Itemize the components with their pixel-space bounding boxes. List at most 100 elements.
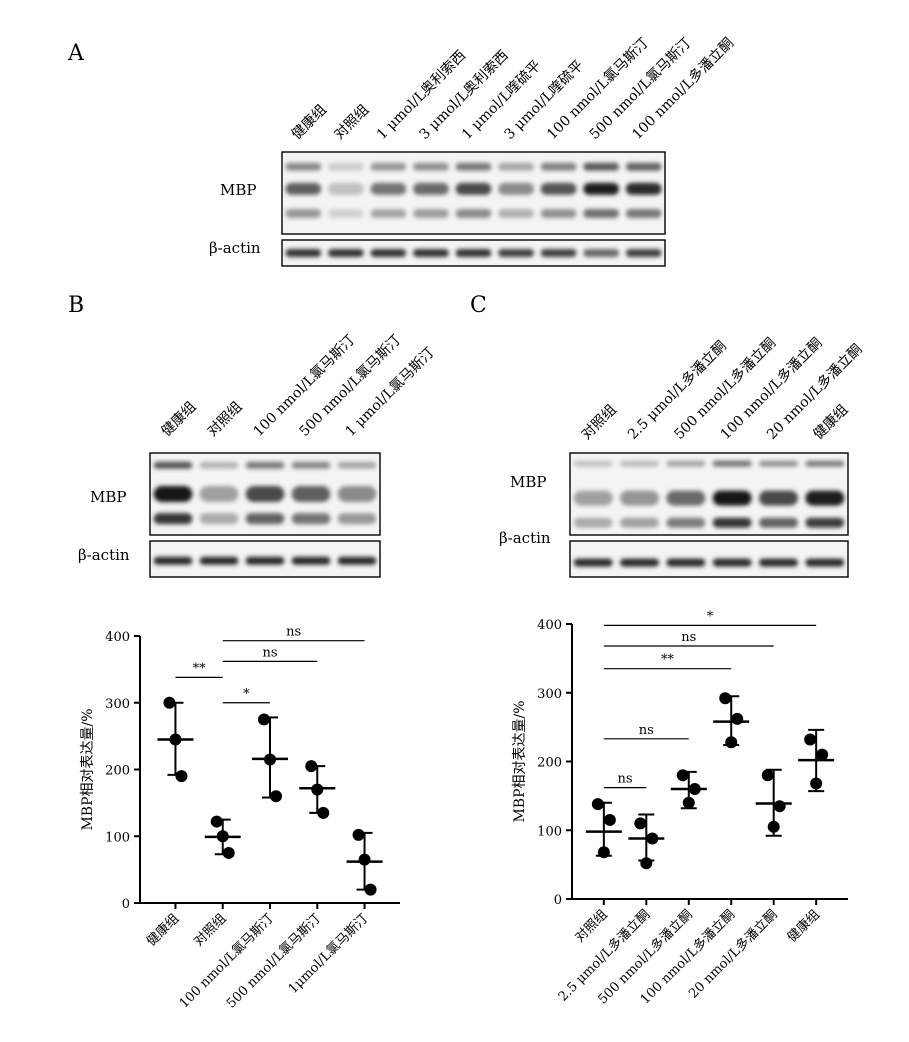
- panel-a-lane-label: 对照组: [331, 102, 372, 143]
- panel-c-letter: C: [470, 293, 487, 318]
- panel-c-actin-blot-band: [712, 558, 752, 567]
- panel-b-mbp-blot-band: [199, 461, 239, 469]
- panel-c-mbp-blot-band: [805, 490, 845, 506]
- panel-a-letter: A: [67, 41, 85, 66]
- panel-b-chart-data-point: [270, 790, 282, 803]
- panel-a-mbp-blot-band: [498, 182, 534, 195]
- panel-a-mbp-blot-band: [540, 162, 577, 171]
- panel-b-mbp-blot-band: [337, 461, 377, 469]
- panel-c-chart-data-point: [731, 712, 744, 725]
- panel-b-chart-y-axis-title: MBP相对表达量/%: [80, 708, 96, 830]
- panel-b-chart-y-tick-label: 0: [122, 897, 130, 912]
- panel-b-mbp-blot-band: [153, 486, 193, 502]
- panel-c-mbp-blot-band: [712, 490, 752, 506]
- panel-c-chart-data-point: [725, 736, 738, 749]
- panel-a-mbp-blot-band: [625, 162, 662, 171]
- panel-a-actin-blot-band: [455, 249, 492, 257]
- panel-a-mbp-blot-band: [285, 162, 322, 171]
- panel-a-mbp-blot-band: [413, 162, 449, 171]
- panel-c-chart-sig-label: ns: [681, 630, 696, 645]
- panel-c-chart-data-point: [603, 813, 616, 826]
- panel-a-lane-label: 健康组: [288, 101, 330, 143]
- panel-a-mbp-blot-band: [370, 162, 407, 171]
- panel-c-actin-blot-band: [759, 558, 798, 567]
- panel-b-chart-y-tick-label: 300: [105, 697, 130, 712]
- panel-c-mbp-blot-band: [573, 460, 613, 467]
- panel-c-chart-data-point: [688, 783, 701, 795]
- panel-b-actin-blot-band: [153, 556, 193, 565]
- panel-a-mbp-blot-band: [455, 209, 492, 218]
- panel-a-actin-blot-band: [583, 249, 620, 257]
- panel-b-chart-data-point: [305, 760, 318, 773]
- panel-b-mbp-blot-band: [199, 513, 239, 525]
- panel-b-chart-data-point: [175, 770, 188, 783]
- panel-b-mbp-label: MBP: [90, 488, 126, 506]
- panel-c-mbp-blot-band: [620, 460, 659, 467]
- panel-c-chart-y-tick-label: 100: [537, 824, 562, 839]
- panel-c-chart-data-point: [676, 769, 689, 782]
- panel-c-chart-data-point: [767, 820, 780, 833]
- panel-b-actin-blot-band: [337, 556, 377, 565]
- panel-a-mbp-blot-band: [285, 182, 322, 195]
- panel-b-mbp-blot-band: [337, 513, 377, 525]
- panel-c-chart-sig-label: ns: [639, 723, 654, 738]
- panel-a-mbp-label: MBP: [220, 181, 256, 199]
- panel-c-mbp-blot-band: [620, 490, 659, 506]
- panel-b-mbp-blot-band: [337, 486, 377, 502]
- panel-b-chart-sig-label: ns: [286, 625, 301, 640]
- panel-a-mbp-blot-band: [327, 209, 364, 218]
- panel-b-chart-sig-label: *: [243, 687, 250, 702]
- panel-b-lane-label: 健康组: [158, 398, 200, 440]
- panel-a-mbp-blot-band: [540, 209, 577, 218]
- panel-c-chart-sig-label: ns: [618, 772, 633, 787]
- panel-b-chart-x-tick-label: 100 nmol/L氯马斯汀: [177, 911, 277, 1011]
- panel-c-chart-data-point: [597, 846, 610, 859]
- panel-a-mbp-blot-band: [370, 182, 407, 195]
- panel-b-chart-data-point: [352, 828, 365, 841]
- panel-b-mbp-blot-band: [245, 513, 285, 525]
- panel-c-mbp-blot-band: [759, 517, 798, 528]
- panel-b-actin-blot-band: [199, 556, 239, 565]
- panel-b-chart-data-point: [169, 733, 182, 746]
- panel-a-actin-blot-band: [498, 249, 534, 257]
- panel-c-mbp-blot-frame: [569, 452, 849, 536]
- panel-c-chart-data-point: [682, 796, 695, 809]
- panel-b-chart-data-point: [210, 815, 223, 828]
- panel-c-chart-y-tick-label: 400: [537, 618, 562, 633]
- panel-b-chart-data-point: [264, 753, 276, 766]
- panel-c-lane-label: 健康组: [810, 401, 852, 443]
- panel-a-mbp-blot-band: [455, 182, 492, 195]
- panel-b-mbp-blot-band: [153, 461, 193, 469]
- panel-a-mbp-blot-band: [583, 209, 620, 218]
- panel-c-chart-y-tick-label: 300: [537, 687, 562, 702]
- panel-a-mbp-blot-band: [327, 182, 364, 195]
- panel-c-chart-data-point: [761, 769, 774, 782]
- panel-b-chart-data-point: [364, 883, 377, 896]
- panel-a-mbp-blot-band: [285, 209, 322, 218]
- panel-b-chart-data-point: [358, 853, 371, 866]
- panel-c-chart-sig-label: **: [661, 653, 675, 668]
- panel-c-chart-data-point: [804, 733, 817, 746]
- panel-b-chart-sig-label: **: [193, 661, 207, 676]
- panel-a-actin-blot-band: [540, 249, 577, 257]
- panel-c-actin-blot-frame: [569, 540, 849, 578]
- panel-a-mbp-blot-band: [413, 209, 449, 218]
- panel-b-mbp-blot-band: [291, 513, 331, 525]
- panel-c-mbp-blot-band: [620, 517, 659, 528]
- panel-c-chart-data-point: [773, 800, 786, 813]
- panel-c-chart-sig-label: *: [707, 609, 714, 624]
- panel-b-mbp-blot-band: [199, 486, 239, 502]
- panel-a-actin-blot-band: [370, 249, 407, 257]
- panel-b-chart-y-tick-label: 100: [105, 830, 130, 845]
- panel-c-chart-y-tick-label: 0: [554, 893, 562, 908]
- panel-b-mbp-blot-band: [153, 513, 193, 525]
- panel-c-mbp-blot-band: [805, 460, 845, 467]
- panel-a-actin-blot-band: [625, 249, 662, 257]
- panel-c-chart-data-point: [634, 817, 647, 830]
- panel-c-chart-x-tick-label: 健康组: [784, 907, 823, 946]
